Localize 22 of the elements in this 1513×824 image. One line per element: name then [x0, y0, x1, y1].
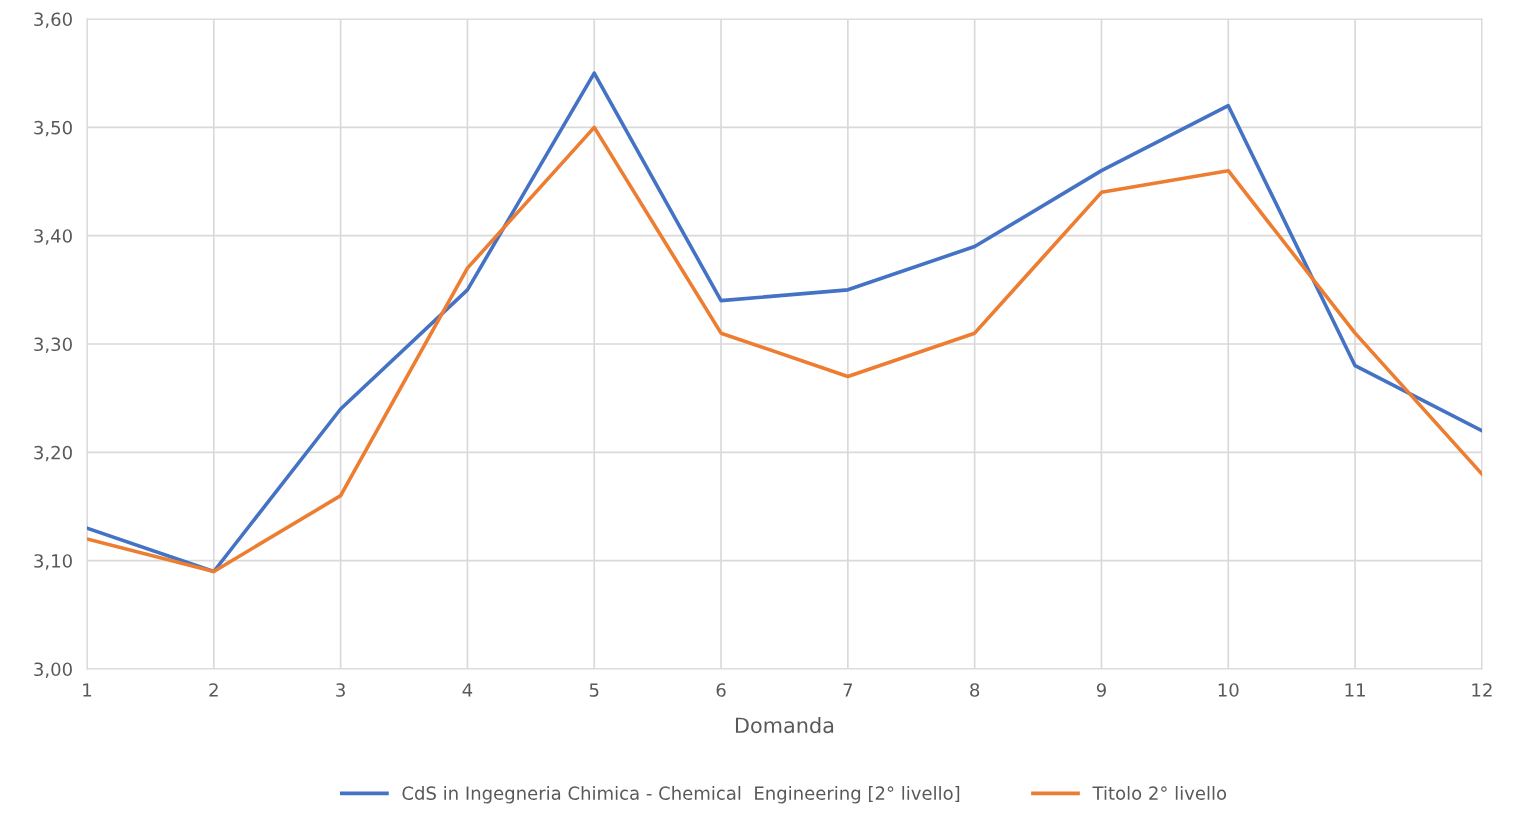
x-tick-label: 6 [716, 683, 726, 697]
x-tick-label: 3 [336, 683, 345, 697]
y-tick-label: 3,40 [34, 229, 72, 245]
legend-label: CdS in Ingegneria Chimica - Chemical Engineering [2° livello] [402, 786, 960, 804]
y-tick-label: 3,10 [34, 554, 72, 570]
x-tick-label: 12 [1472, 683, 1492, 697]
x-tick-label: 11 [1345, 683, 1365, 697]
x-axis-title: Domanda [735, 717, 834, 734]
x-tick-label: 10 [1218, 683, 1239, 697]
y-tick-label: 3,00 [34, 662, 72, 678]
y-tick-label: 3,50 [34, 120, 72, 137]
x-tick-label: 9 [1096, 683, 1106, 697]
x-tick-label: 5 [589, 683, 599, 697]
x-tick-label: 2 [209, 683, 218, 697]
legend-label: Titolo 2° livello [1092, 786, 1227, 800]
y-tick-label: 3,60 [34, 12, 72, 28]
x-tick-label: 4 [462, 683, 473, 697]
y-tick-label: 3,30 [34, 337, 72, 353]
y-tick-label: 3,20 [34, 445, 72, 462]
x-tick-label: 8 [970, 683, 980, 697]
x-tick-label: 7 [843, 683, 853, 697]
x-tick-label: 1 [83, 683, 92, 697]
